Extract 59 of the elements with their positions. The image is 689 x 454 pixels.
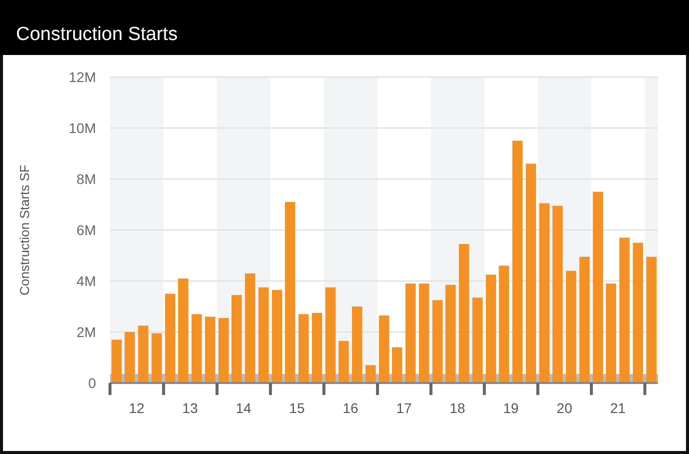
bar xyxy=(111,340,122,383)
bar xyxy=(325,287,336,383)
bar xyxy=(178,278,188,383)
x-tick-label: 18 xyxy=(450,400,466,416)
bar xyxy=(232,295,242,383)
bar xyxy=(352,306,362,383)
bar xyxy=(458,244,470,383)
x-tick-label: 14 xyxy=(236,400,252,416)
bar xyxy=(472,298,483,383)
y-tick-label: 10M xyxy=(68,120,96,136)
bar xyxy=(378,315,390,383)
y-tick-label: 0 xyxy=(88,375,96,391)
y-axis-title: Construction Starts SF xyxy=(17,164,32,296)
bar xyxy=(365,365,376,383)
y-tick-label: 6M xyxy=(76,222,96,238)
bar xyxy=(338,340,349,383)
x-tick-label: 19 xyxy=(503,400,519,416)
bar xyxy=(486,274,496,383)
bar xyxy=(272,290,282,383)
bar xyxy=(445,284,456,383)
bar xyxy=(606,284,616,383)
x-tick-label: 17 xyxy=(396,400,412,416)
bar xyxy=(539,203,550,383)
bar xyxy=(138,326,148,383)
bar xyxy=(312,312,322,383)
y-tick-label: 2M xyxy=(76,324,96,340)
y-tick-label: 4M xyxy=(76,273,96,289)
bar xyxy=(298,314,309,383)
x-tick-label: 20 xyxy=(556,400,572,416)
chart-title: Construction Starts xyxy=(16,24,178,45)
bar xyxy=(405,284,416,383)
bar xyxy=(284,202,296,383)
bar xyxy=(619,238,630,383)
bar xyxy=(124,332,135,383)
x-tick-label: 16 xyxy=(342,400,359,416)
bar xyxy=(432,300,443,383)
bar xyxy=(512,140,523,383)
x-tick-label: 12 xyxy=(128,400,145,416)
x-tick-label: 13 xyxy=(182,400,198,416)
bar xyxy=(579,256,590,383)
x-tick-label: 21 xyxy=(610,400,626,416)
bar xyxy=(566,270,576,383)
bar xyxy=(152,333,162,383)
bar xyxy=(218,318,229,383)
bar xyxy=(258,287,269,383)
y-tick-label: 12M xyxy=(68,69,96,85)
bar xyxy=(205,316,216,383)
bar xyxy=(418,284,430,383)
y-tick-label: 8M xyxy=(76,171,96,187)
bar xyxy=(165,294,176,383)
bar xyxy=(192,314,202,383)
bar xyxy=(592,192,604,383)
bar xyxy=(392,347,402,383)
bar xyxy=(244,273,256,383)
bar xyxy=(498,266,510,383)
bar xyxy=(632,242,644,383)
x-tick-label: 15 xyxy=(289,400,305,416)
bar xyxy=(526,164,536,383)
bar xyxy=(552,206,563,383)
